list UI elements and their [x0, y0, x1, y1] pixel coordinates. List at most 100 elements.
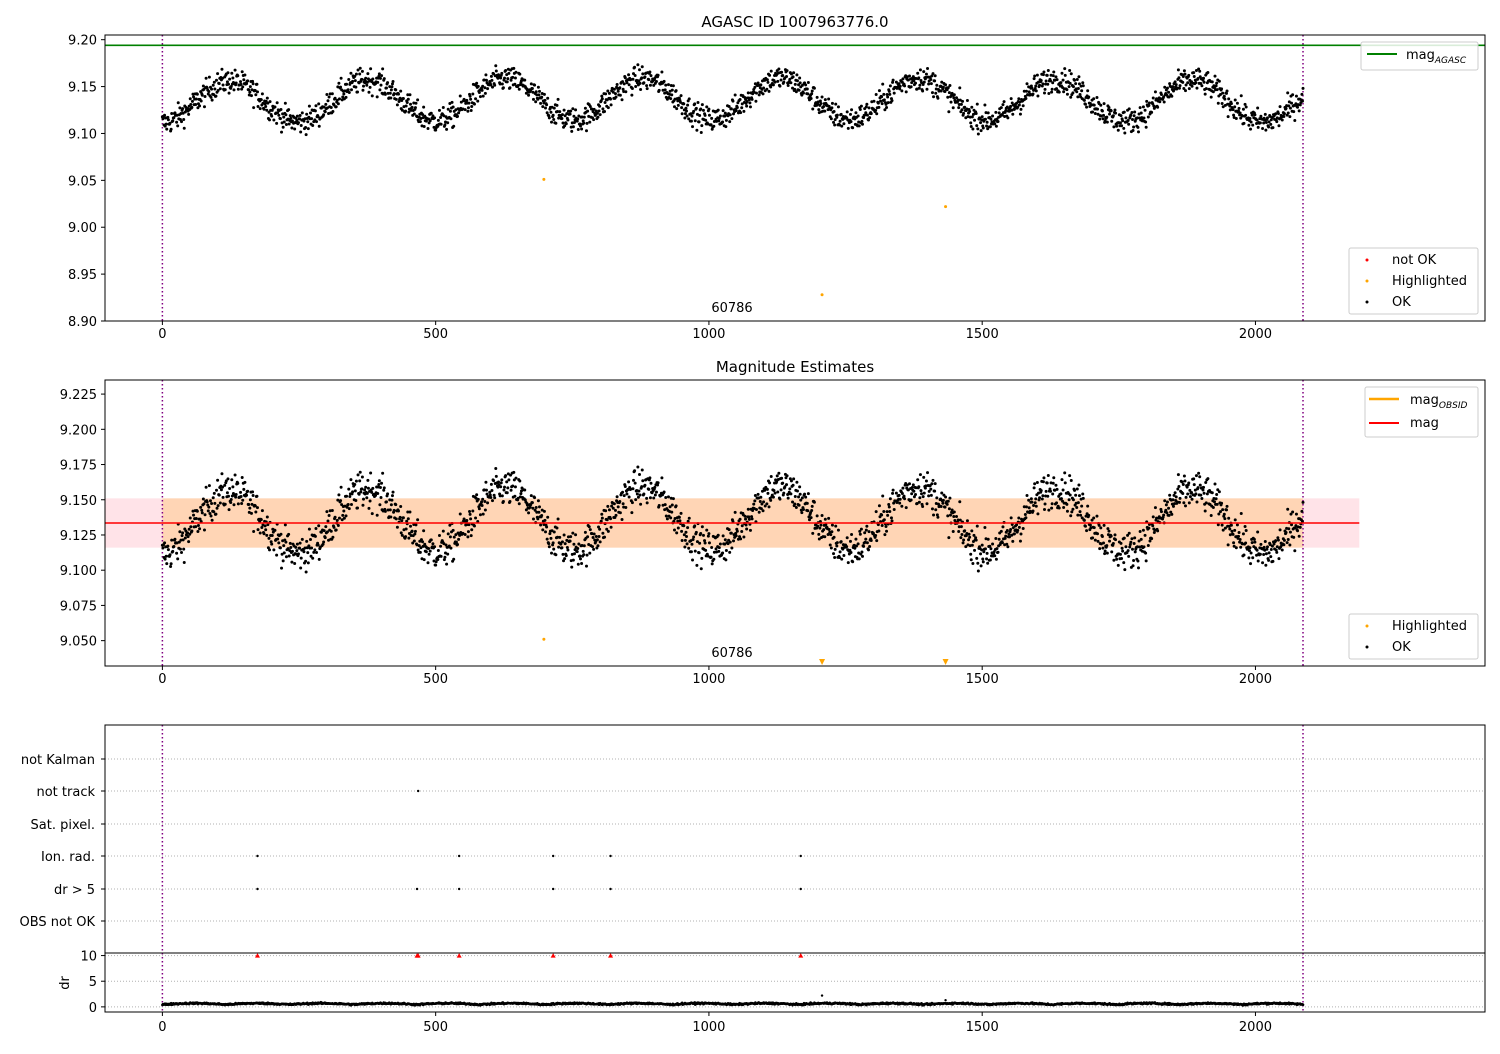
ok-point: [766, 492, 769, 495]
ok-point: [360, 487, 363, 490]
ok-point: [532, 98, 535, 101]
ok-point: [248, 507, 251, 510]
ok-point: [1107, 530, 1110, 533]
ok-point: [1253, 538, 1256, 541]
ok-point: [297, 552, 300, 555]
ok-point: [1204, 93, 1207, 96]
ok-point: [171, 119, 174, 122]
ok-point: [172, 545, 175, 548]
ok-point: [880, 95, 883, 98]
ok-point: [1295, 95, 1298, 98]
ok-point: [960, 108, 963, 111]
ok-point: [219, 87, 222, 90]
ok-point: [966, 99, 969, 102]
ok-point: [655, 491, 658, 494]
ok-point: [405, 527, 408, 530]
ok-point: [310, 117, 313, 120]
ok-point: [944, 495, 947, 498]
ok-point: [331, 536, 334, 539]
ok-point: [641, 479, 644, 482]
ok-point: [380, 74, 383, 77]
ok-point: [324, 525, 327, 528]
ok-point: [1010, 516, 1013, 519]
ok-point: [1076, 78, 1079, 81]
ok-point: [537, 93, 540, 96]
ok-point: [237, 502, 240, 505]
ok-point: [621, 98, 624, 101]
ok-point: [961, 100, 964, 103]
ok-point: [728, 551, 731, 554]
ok-point: [903, 497, 906, 500]
ok-point: [348, 507, 351, 510]
ok-point: [1136, 126, 1139, 129]
ok-point: [407, 517, 410, 520]
ok-point: [1181, 81, 1184, 84]
ok-point: [890, 516, 893, 519]
ok-point: [1223, 517, 1226, 520]
ok-point: [325, 510, 328, 513]
ok-point: [256, 90, 259, 93]
ok-point: [541, 528, 544, 531]
ok-point: [276, 537, 279, 540]
ok-point: [195, 517, 198, 520]
ok-point: [708, 114, 711, 117]
ok-point: [795, 73, 798, 76]
ok-point: [305, 540, 308, 543]
ok-point: [810, 97, 813, 100]
ok-point: [857, 542, 860, 545]
ok-point: [1049, 490, 1052, 493]
ok-point: [624, 90, 627, 93]
ok-point: [1041, 82, 1044, 85]
ok-point: [1046, 481, 1049, 484]
ok-point: [901, 492, 904, 495]
ok-point: [485, 79, 488, 82]
ok-point: [617, 90, 620, 93]
ok-point: [512, 67, 515, 70]
ok-point: [1266, 116, 1269, 119]
ok-point: [1235, 117, 1238, 120]
ok-point: [1095, 96, 1098, 99]
ok-point: [934, 92, 937, 95]
ok-point: [842, 122, 845, 125]
ok-point: [477, 498, 480, 501]
ok-point: [170, 562, 173, 565]
ok-point: [1076, 488, 1079, 491]
ok-point: [695, 531, 698, 534]
ok-point: [618, 86, 621, 89]
ok-point: [811, 89, 814, 92]
ok-point: [687, 547, 690, 550]
ok-point: [892, 489, 895, 492]
ok-point: [700, 567, 703, 570]
ok-point: [1000, 106, 1003, 109]
ok-point: [833, 536, 836, 539]
ok-point: [640, 485, 643, 488]
ok-point: [494, 64, 497, 67]
ok-point: [1024, 513, 1027, 516]
ok-point: [1036, 94, 1039, 97]
ok-point: [306, 120, 309, 123]
ok-point: [1019, 108, 1022, 111]
ok-point: [757, 493, 760, 496]
ok-point: [285, 123, 288, 126]
flag-point: [552, 888, 554, 890]
ok-point: [405, 104, 408, 107]
ok-point: [557, 546, 560, 549]
ok-point: [580, 562, 583, 565]
ok-point: [858, 557, 861, 560]
ok-point: [1038, 496, 1041, 499]
ok-point: [1291, 511, 1294, 514]
ok-point: [749, 105, 752, 108]
ok-point: [434, 564, 437, 567]
ok-point: [1215, 493, 1218, 496]
ok-point: [1262, 122, 1265, 125]
ok-point: [1022, 527, 1025, 530]
y-tick-label: 9.20: [68, 34, 97, 49]
ok-point: [592, 536, 595, 539]
ok-point: [376, 95, 379, 98]
ok-point: [1080, 505, 1083, 508]
ok-point: [789, 81, 792, 84]
ok-point: [259, 531, 262, 534]
ok-point: [508, 86, 511, 89]
ok-point: [275, 122, 278, 125]
